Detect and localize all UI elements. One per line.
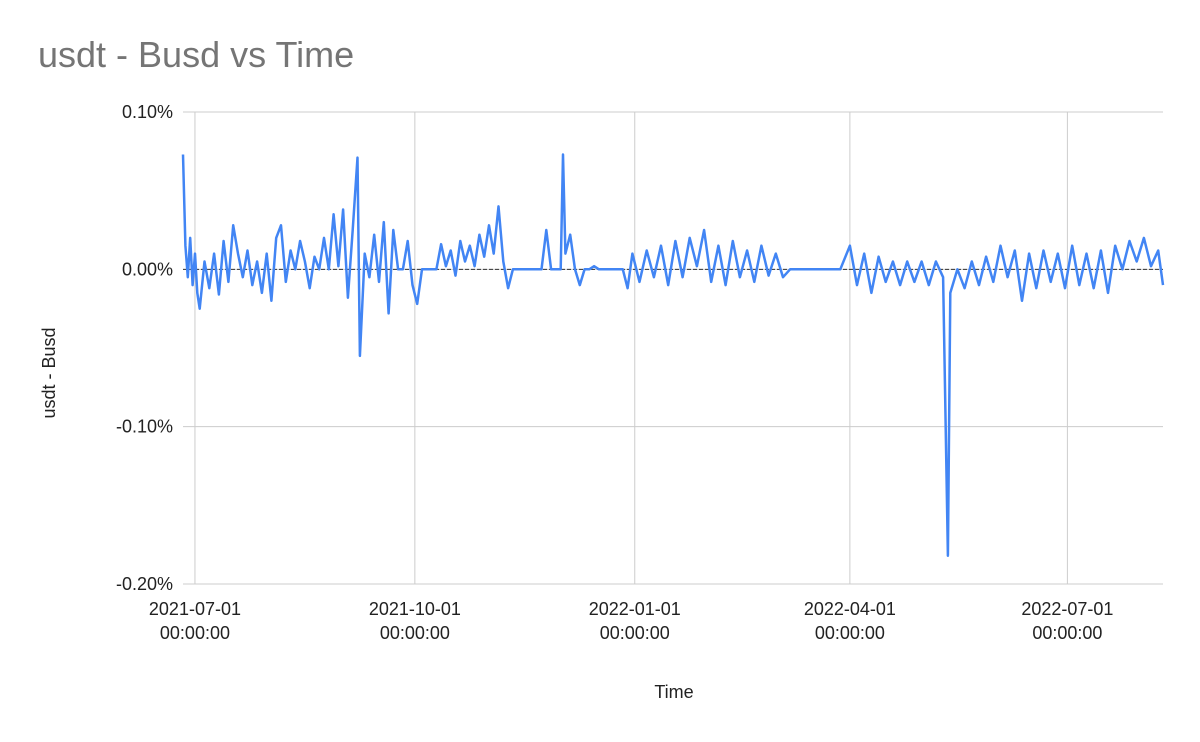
x-tick-label-date: 2022-01-01 xyxy=(589,599,681,619)
x-axis-title: Time xyxy=(654,682,693,702)
x-tick-label-time: 00:00:00 xyxy=(600,623,670,643)
y-tick-label: 0.10% xyxy=(122,102,173,122)
x-tick-label-date: 2022-07-01 xyxy=(1021,599,1113,619)
y-tick-label: -0.20% xyxy=(116,574,173,594)
x-tick-label-time: 00:00:00 xyxy=(1032,623,1102,643)
y-axis-title: usdt - Busd xyxy=(39,327,59,418)
x-tick-label-date: 2021-10-01 xyxy=(369,599,461,619)
y-tick-labels: 0.10% 0.00% -0.10% -0.20% xyxy=(116,102,173,594)
y-tick-label: 0.00% xyxy=(122,259,173,279)
x-tick-label-date: 2021-07-01 xyxy=(149,599,241,619)
x-tick-label-date: 2022-04-01 xyxy=(804,599,896,619)
x-tick-label-time: 00:00:00 xyxy=(380,623,450,643)
grid-layer xyxy=(183,111,1163,585)
y-tick-label: -0.10% xyxy=(116,417,173,437)
chart-title: usdt - Busd vs Time xyxy=(38,34,355,75)
x-tick-label-time: 00:00:00 xyxy=(160,623,230,643)
x-tick-label-time: 00:00:00 xyxy=(815,623,885,643)
x-tick-labels: 2021-07-01 00:00:00 2021-10-01 00:00:00 2022… xyxy=(149,599,1114,643)
series-line-usdt-busd xyxy=(181,153,1165,557)
